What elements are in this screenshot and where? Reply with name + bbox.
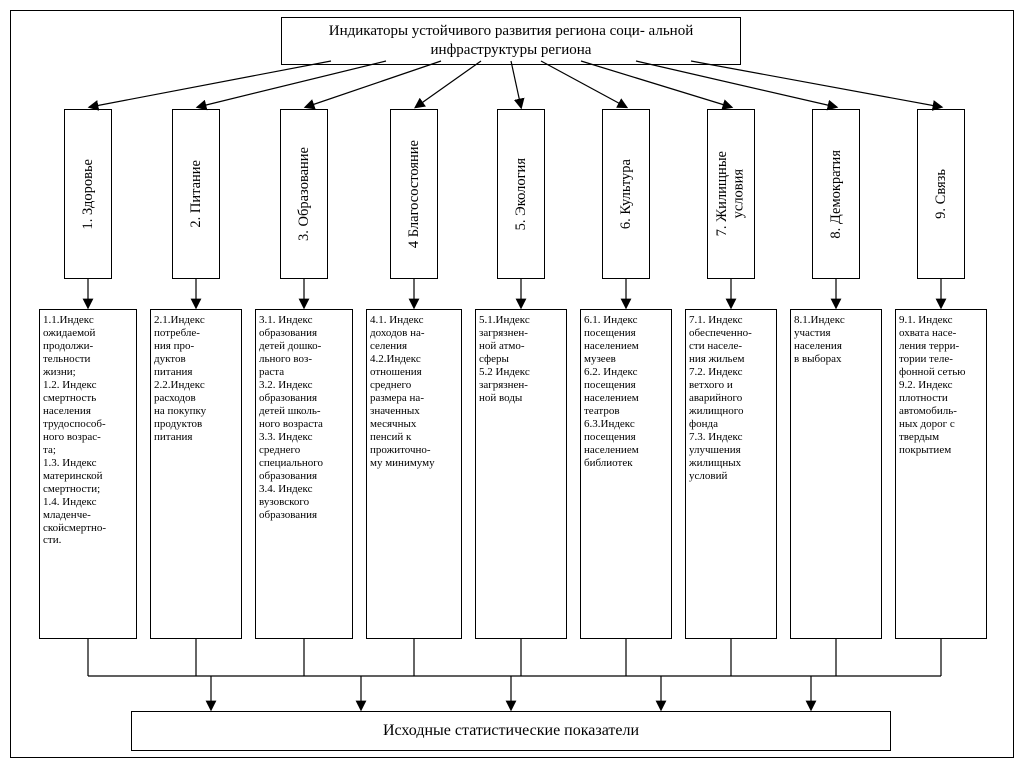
category-label: 7. Жилищные условия [714, 151, 747, 236]
category-label: 3. Образование [296, 147, 313, 241]
category-box-2: 2. Питание [172, 109, 220, 279]
category-label: 6. Культура [618, 159, 635, 229]
category-label: 9. Связь [933, 169, 950, 219]
category-box-1: 1. Здоровье [64, 109, 112, 279]
category-label: 1. Здоровье [80, 159, 97, 229]
category-label: 8. Демократия [828, 150, 845, 239]
detail-box-8: 8.1.Индекс участия населения в выборах [790, 309, 882, 639]
category-box-3: 3. Образование [280, 109, 328, 279]
category-box-6: 6. Культура [602, 109, 650, 279]
detail-box-2: 2.1.Индекс потребле- ния про- дуктов пит… [150, 309, 242, 639]
category-box-7: 7. Жилищные условия [707, 109, 755, 279]
category-label: 5. Экология [513, 158, 530, 230]
category-box-9: 9. Связь [917, 109, 965, 279]
top-title-box: Индикаторы устойчивого развития региона … [281, 17, 741, 65]
category-label: 2. Питание [188, 160, 205, 228]
detail-box-5: 5.1.Индекс загрязнен- ной атмо- сферы 5.… [475, 309, 567, 639]
detail-box-3: 3.1. Индекс образования детей дошко- льн… [255, 309, 353, 639]
category-label: 4 Благосостояние [406, 140, 423, 248]
category-box-8: 8. Демократия [812, 109, 860, 279]
bottom-title-box: Исходные статистические показатели [131, 711, 891, 751]
detail-box-1: 1.1.Индекс ожидаемой продолжи- тельности… [39, 309, 137, 639]
category-box-4: 4 Благосостояние [390, 109, 438, 279]
category-box-5: 5. Экология [497, 109, 545, 279]
detail-box-6: 6.1. Индекс посещения населением музеев … [580, 309, 672, 639]
diagram-frame: Индикаторы устойчивого развития региона … [10, 10, 1014, 758]
detail-box-7: 7.1. Индекс обеспеченно- сти населе- ния… [685, 309, 777, 639]
bottom-title-text: Исходные статистические показатели [383, 722, 639, 739]
top-title-text: Индикаторы устойчивого развития региона … [329, 23, 693, 58]
detail-box-9: 9.1. Индекс охвата насе- ления терри- то… [895, 309, 987, 639]
detail-box-4: 4.1. Индекс доходов на- селения 4.2.Инде… [366, 309, 462, 639]
